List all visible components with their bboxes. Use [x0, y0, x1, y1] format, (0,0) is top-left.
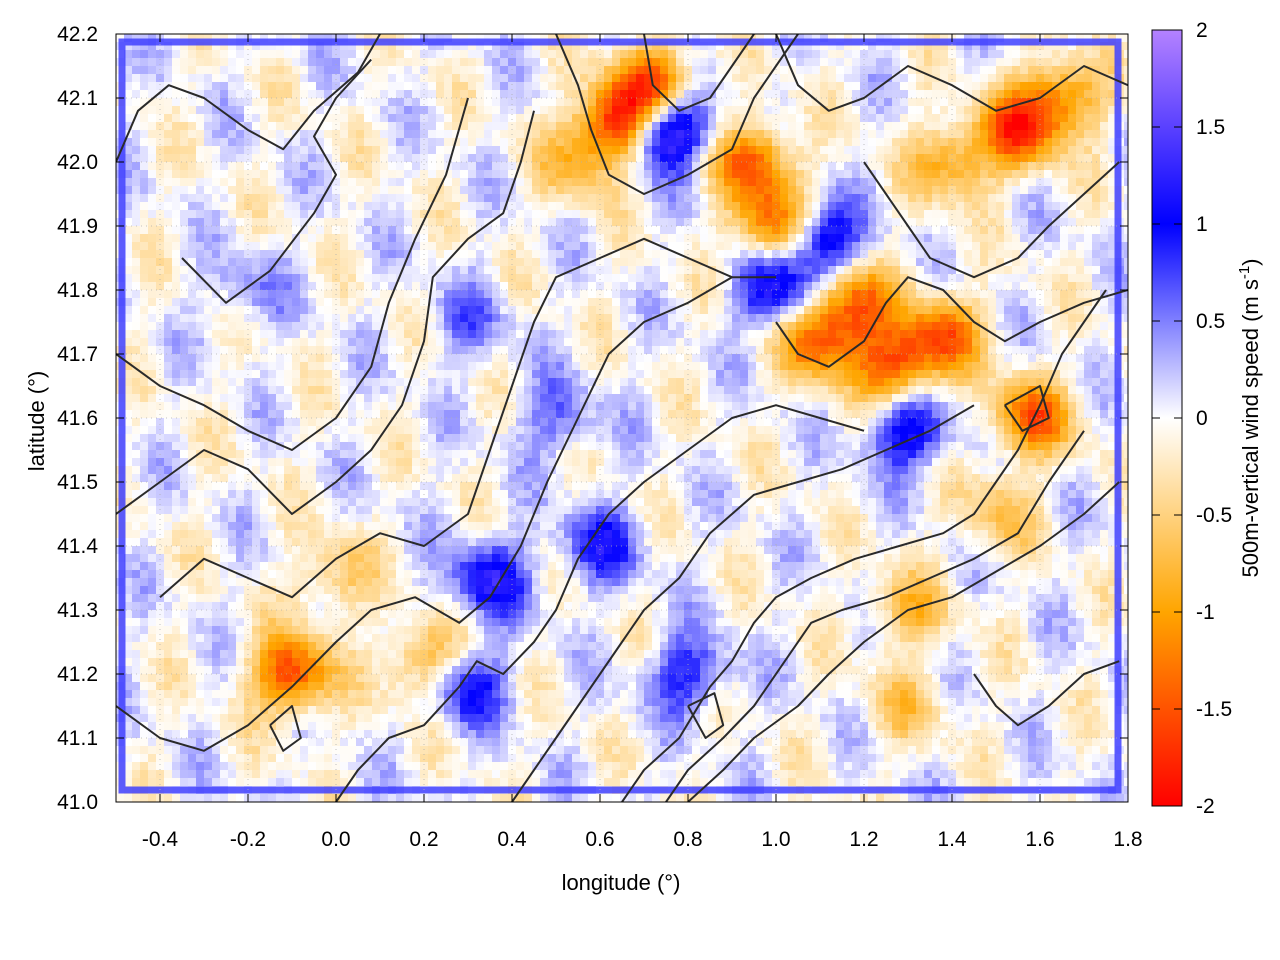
- x-tick-label: 0.2: [409, 828, 438, 851]
- contour-line: [181, 58, 372, 304]
- contour-line: [775, 276, 1128, 368]
- plot-area: [115, 33, 1129, 803]
- colorbar-tick-label: 1.5: [1196, 116, 1225, 139]
- contour-line: [1003, 385, 1050, 432]
- colorbar-tick-labels: 2 1.5 1 0.5 0 -0.5 -1 -1.5 -2: [1196, 19, 1232, 818]
- colorbar-tick-label: -1: [1196, 601, 1215, 624]
- y-tick-label: 41.2: [57, 663, 98, 686]
- x-tick-label: 1.8: [1113, 828, 1142, 851]
- contour-line: [687, 481, 1120, 802]
- contour-line: [643, 34, 755, 112]
- contour-line: [159, 237, 733, 599]
- colorbar-tick-label: -0.5: [1196, 504, 1232, 527]
- y-tick-label: 41.0: [57, 791, 98, 814]
- vertical-wind-heatmap: [116, 34, 1128, 802]
- y-tick-label: 41.1: [57, 727, 98, 750]
- x-tick-label: -0.4: [142, 828, 179, 851]
- axis-ticks: [116, 33, 1129, 803]
- x-tick-label: -0.2: [230, 828, 266, 851]
- colorbar-tick-label: 1: [1196, 213, 1208, 236]
- x-tick-label: 0.8: [673, 828, 702, 851]
- y-tick-label: 41.5: [57, 471, 98, 494]
- contour-line: [116, 110, 535, 515]
- y-tick-label: 41.9: [57, 215, 98, 238]
- colorbar-label: 500m-vertical wind speed (m s-1): [1236, 258, 1263, 577]
- x-axis-label: longitude (°): [562, 870, 681, 895]
- x-tick-label: 0.4: [497, 828, 527, 851]
- x-tick-label: 1.6: [1025, 828, 1054, 851]
- colorbar: 2 1.5 1 0.5 0 -0.5 -1 -1.5 -2 500m-vertical wind…: [1151, 19, 1263, 818]
- contour-line: [269, 705, 302, 752]
- contour-line: [775, 34, 1128, 112]
- colorbar-label-main: 500m-vertical wind speed (m s: [1238, 279, 1263, 577]
- y-tick-label: 41.3: [57, 599, 98, 622]
- x-tick-label: 1.0: [761, 828, 790, 851]
- y-tick-label: 42.1: [57, 87, 98, 110]
- y-tick-labels: 41.0 41.1 41.2 41.3 41.4 41.5 41.6 41.7 41.8 41.9…: [57, 23, 98, 814]
- y-tick-label: 41.7: [57, 343, 98, 366]
- x-tick-label: 0.6: [585, 828, 614, 851]
- y-tick-label: 41.4: [57, 535, 98, 558]
- contour-line: [555, 34, 799, 195]
- contour-line: [116, 34, 381, 163]
- y-tick-label: 42.2: [57, 23, 98, 46]
- y-tick-label: 41.6: [57, 407, 98, 430]
- y-tick-label: 41.8: [57, 279, 98, 302]
- y-axis-label: latitude (°): [24, 371, 49, 472]
- contour-line: [665, 430, 1085, 802]
- y-tick-label: 42.0: [57, 151, 98, 174]
- contour-line: [511, 404, 975, 802]
- colorbar-tick-label: 2: [1196, 19, 1208, 42]
- x-tick-label: 1.4: [937, 828, 967, 851]
- colorbar-ticks: [1152, 29, 1182, 807]
- x-tick-label: 0.0: [321, 828, 350, 851]
- contour-line: [116, 97, 469, 451]
- contour-line: [973, 660, 1120, 727]
- x-tick-labels: -0.4 -0.2 0.0 0.2 0.4 0.6 0.8 1.0 1.2 1.4 1.6 1.8: [142, 828, 1143, 851]
- colorbar-tick-label: -1.5: [1196, 698, 1232, 721]
- contour-line: [335, 404, 865, 802]
- contour-line: [687, 692, 725, 739]
- contour-line: [863, 161, 1120, 279]
- contour-line: [116, 276, 776, 752]
- colorbar-label-exponent: -1: [1236, 266, 1253, 279]
- grid-lines: [116, 34, 1128, 802]
- terrain-contours: [116, 34, 1128, 802]
- colorbar-tick-label: -2: [1196, 795, 1215, 818]
- x-tick-label: 1.2: [849, 828, 878, 851]
- colorbar-tick-label: 0: [1196, 407, 1208, 430]
- colorbar-tick-label: 0.5: [1196, 310, 1225, 333]
- colorbar-label-close: ): [1238, 258, 1263, 265]
